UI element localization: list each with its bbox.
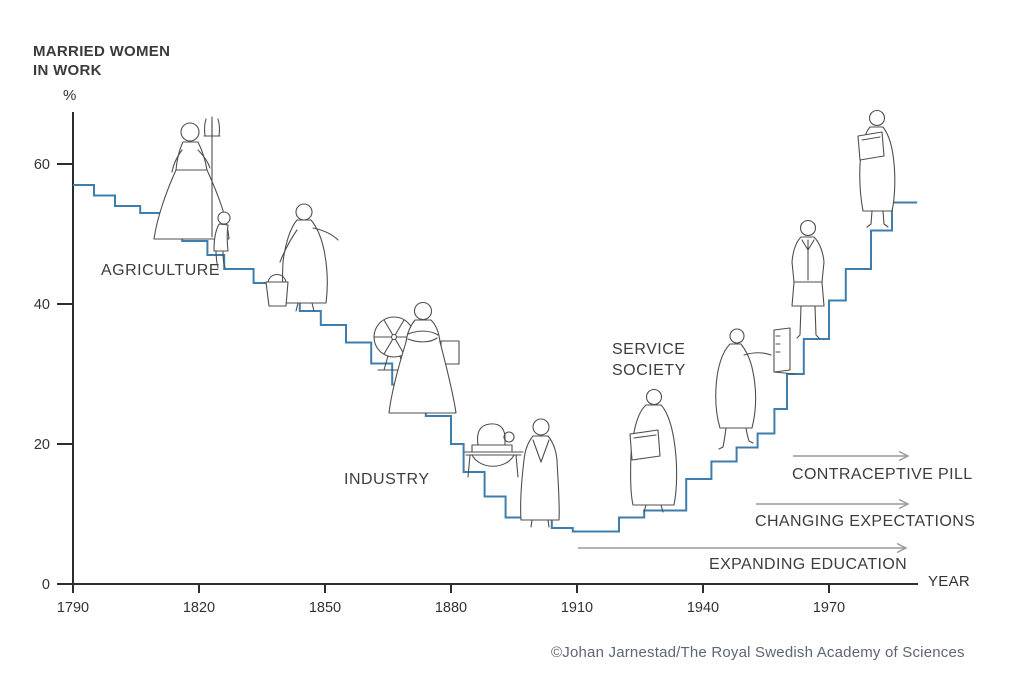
annotation-label-expanding-education: EXPANDING EDUCATION xyxy=(709,556,908,573)
x-tick-label-1940: 1940 xyxy=(687,600,719,616)
annotation-arrows xyxy=(578,450,910,554)
figure-woman-with-briefcase xyxy=(629,388,678,513)
step-curve-group xyxy=(73,184,918,533)
x-tick-label-1970: 1970 xyxy=(813,600,845,616)
x-tick-label-1820: 1820 xyxy=(183,600,215,616)
figure-woman-with-bucket xyxy=(265,203,339,312)
figure-woman-with-spinning-wheel xyxy=(373,301,460,414)
married-women-step-curve xyxy=(73,184,918,533)
copyright-credit: ©Johan Jarnestad/The Royal Swedish Acade… xyxy=(551,644,965,661)
x-tick-label-1880: 1880 xyxy=(435,600,467,616)
y-tick-label-20: 20 xyxy=(34,437,50,453)
chart-title-line1: MARRIED WOMEN xyxy=(33,43,171,60)
x-tick-label-1850: 1850 xyxy=(309,600,341,616)
figure-sewing-machine xyxy=(463,423,524,478)
annotation-label-contraceptive-pill: CONTRACEPTIVE PILL xyxy=(792,466,973,483)
figure-woman-with-folder xyxy=(857,109,896,228)
y-tick-label-60: 60 xyxy=(34,157,50,173)
figures xyxy=(153,109,896,528)
y-axis-unit-label: % xyxy=(63,87,77,104)
figure-woman-climbing-to-door xyxy=(715,327,796,450)
y-tick-label-0: 0 xyxy=(42,577,50,593)
expanding-education-arrow-icon xyxy=(578,542,908,554)
era-label-industry: INDUSTRY xyxy=(344,471,430,488)
era-label-agriculture: AGRICULTURE xyxy=(101,262,220,279)
y-tick-label-40: 40 xyxy=(34,297,50,313)
contraceptive-pill-arrow-icon xyxy=(793,450,910,462)
x-tick-label-1790: 1790 xyxy=(57,600,89,616)
axes xyxy=(72,112,918,585)
changing-expectations-arrow-icon xyxy=(756,498,910,510)
figure-seamstress-woman xyxy=(520,418,560,528)
annotation-label-changing-expectations: CHANGING EXPECTATIONS xyxy=(755,513,976,530)
figure-woman-in-suit xyxy=(791,219,825,339)
open-door-icon xyxy=(773,327,796,375)
axis-ticks: 0 20 40 60 1790 1820 1850 1880 1910 1940 1970 xyxy=(34,157,845,616)
chart-title: MARRIED WOMEN IN WORK xyxy=(33,42,170,80)
chart-title-line2: IN WORK xyxy=(33,62,102,79)
figure-sitting-child xyxy=(213,211,231,269)
era-label-service-society: SERVICE SOCIETY xyxy=(612,341,686,379)
x-tick-label-1910: 1910 xyxy=(561,600,593,616)
figure-farm-woman-with-pitchfork xyxy=(153,116,230,240)
x-axis-label: YEAR xyxy=(928,573,971,590)
